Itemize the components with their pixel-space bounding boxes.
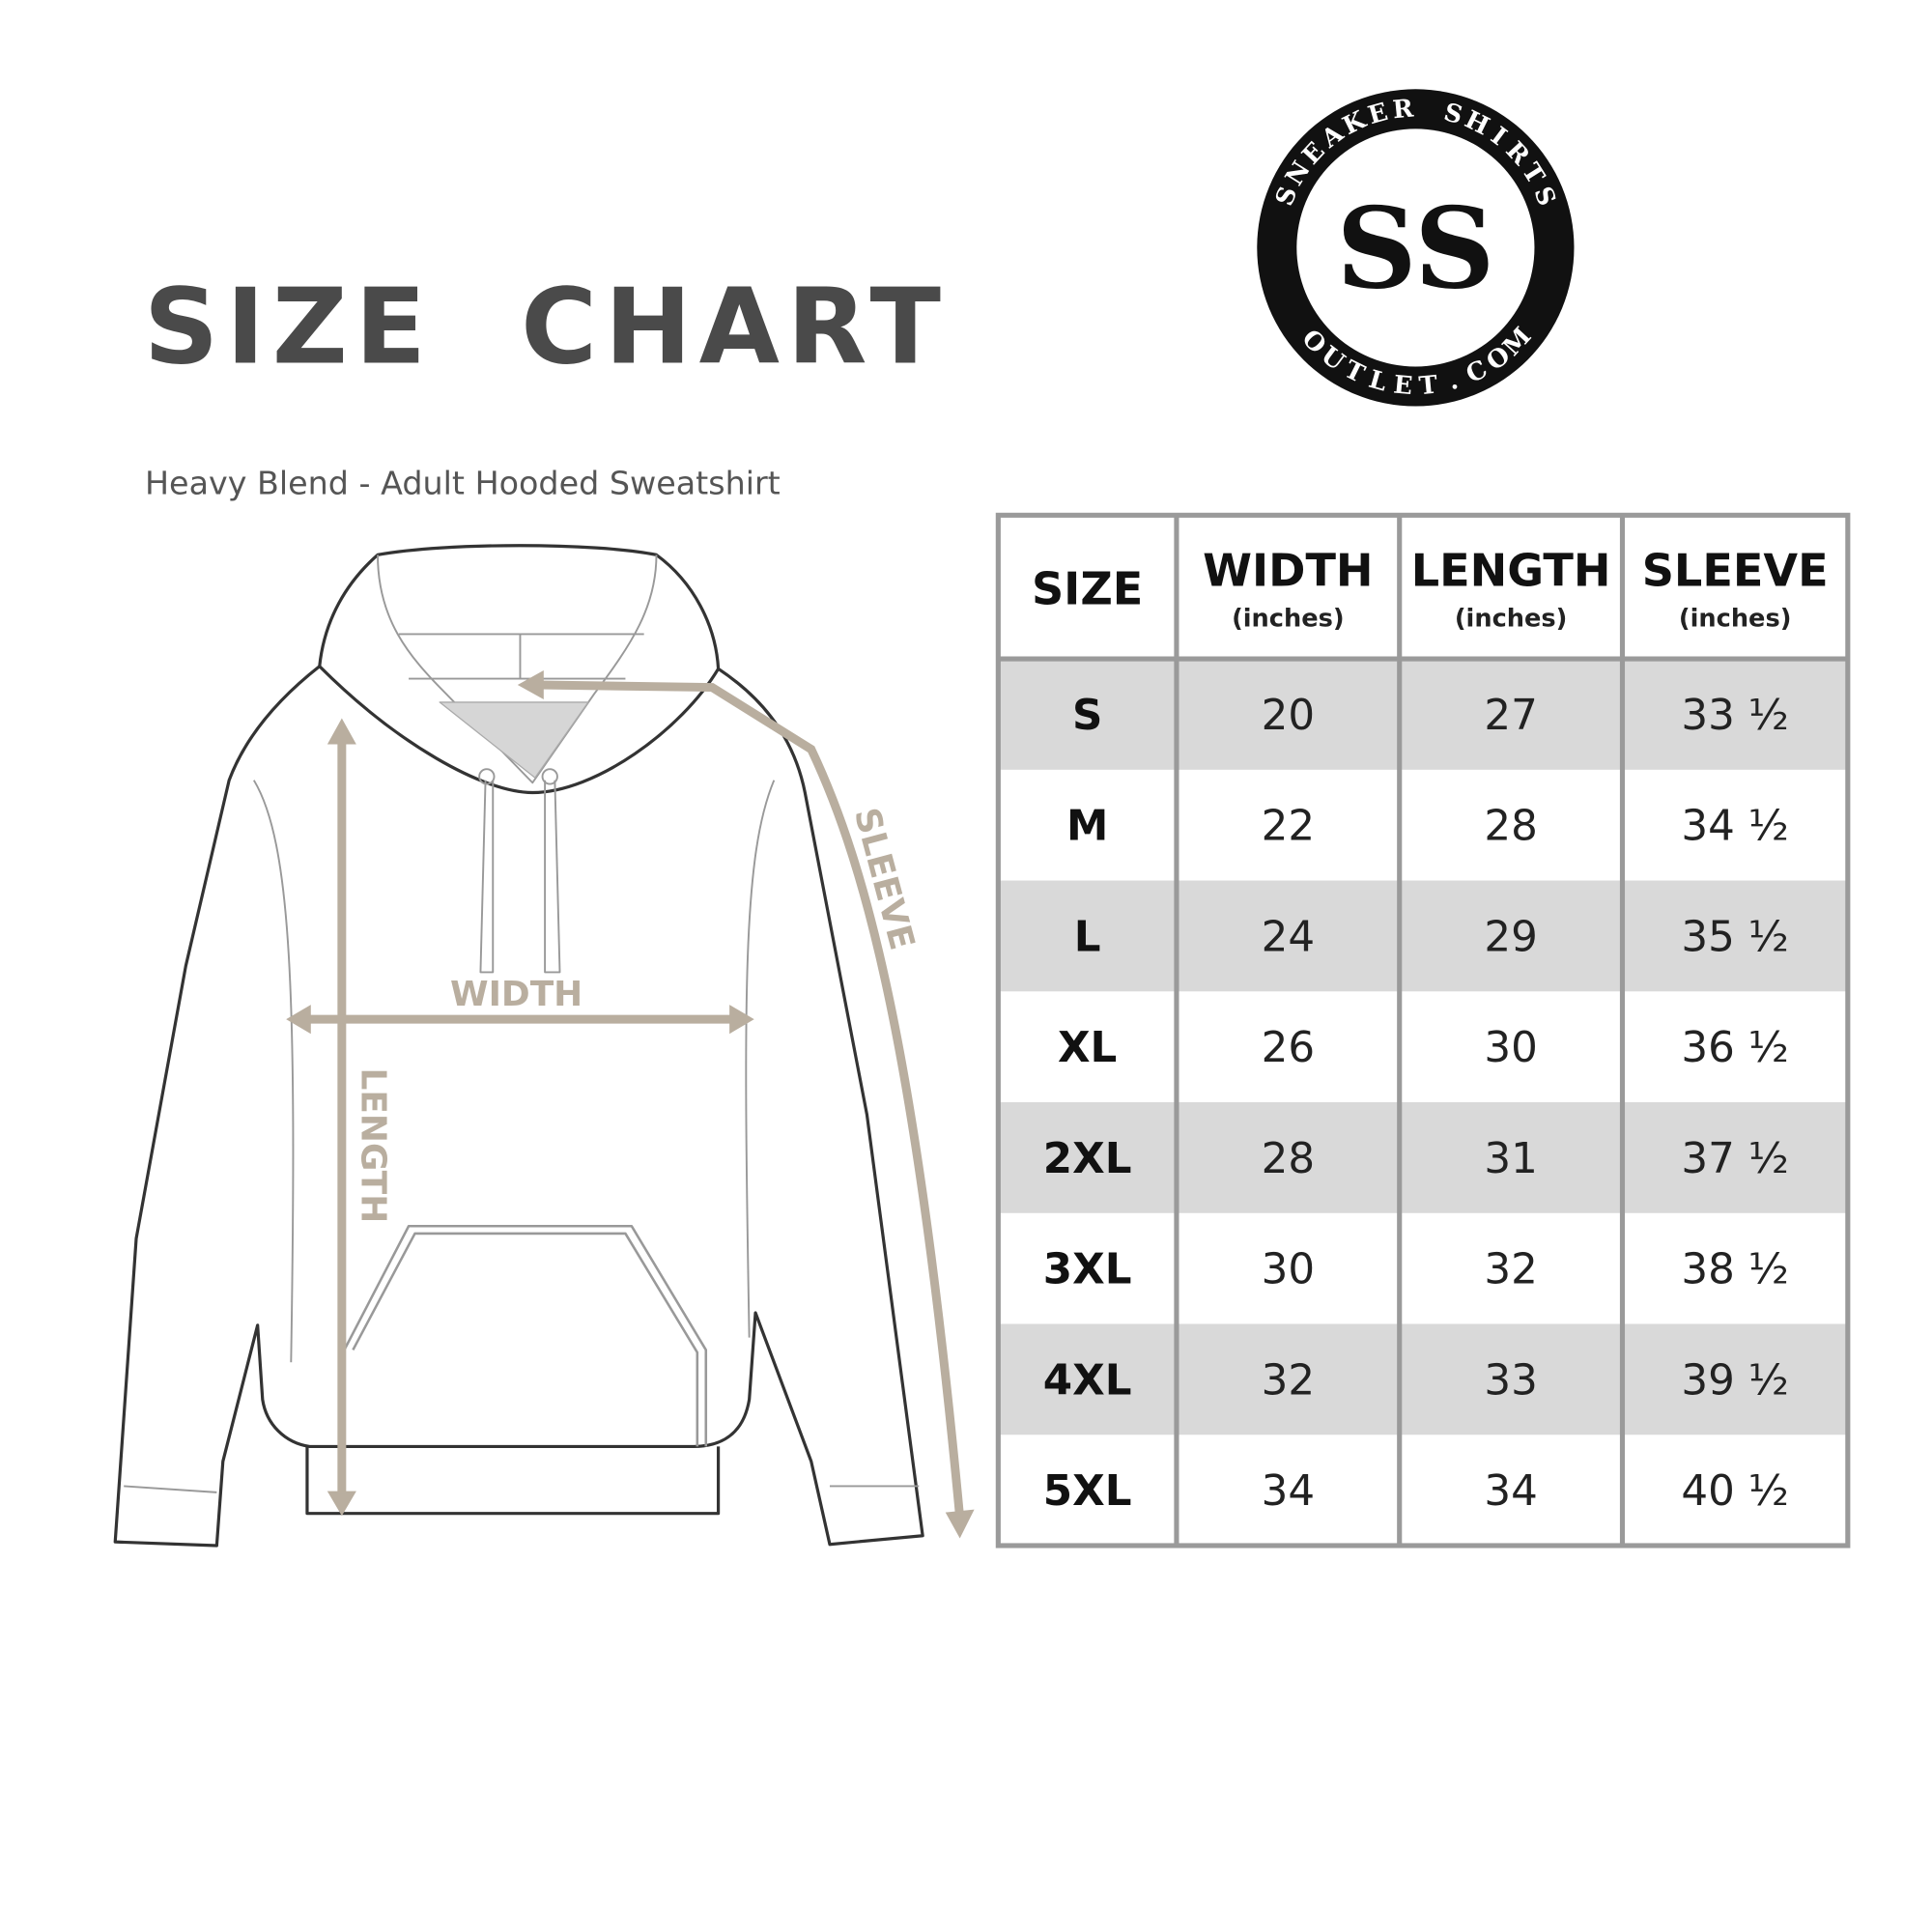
size-cell: M [1066,803,1108,851]
logo-bottom-letter: T [1418,371,1439,402]
column-header: SIZE [1032,563,1143,615]
size-cell: 2XL [1043,1135,1132,1183]
size-table: S 20 27 33 ½ M 22 28 34 ½ L 24 29 35 ½ XL 26 30 36 ½ 2XL… [995,512,1851,1548]
column-unit: (inches) [1455,605,1568,634]
hoodie-diagram [113,544,924,1548]
length-label: LENGTH [353,1068,392,1224]
column-unit: (inches) [1232,605,1345,634]
value-cell: 39 ½ [1681,1356,1789,1405]
value-cell: 30 [1484,1024,1537,1072]
value-cell: 34 [1484,1467,1537,1516]
value-cell: 34 ½ [1681,803,1789,851]
logo-top-letter: R [1391,94,1415,125]
table-row-stripe [998,1102,1848,1213]
column-header: WIDTH [1203,544,1373,596]
size-cell: 4XL [1043,1356,1132,1405]
value-cell: 32 [1484,1246,1537,1294]
table-row-stripe [998,880,1848,992]
logo-monogram: SS [1336,184,1494,314]
table-row-stripe [998,659,1848,770]
value-cell: 37 ½ [1681,1135,1789,1183]
value-cell: 27 [1484,692,1537,740]
value-cell: 33 [1484,1356,1537,1405]
column-header: LENGTH [1411,544,1611,596]
size-cell: XL [1058,1024,1117,1072]
value-cell: 31 [1484,1135,1537,1183]
column-unit: (inches) [1679,605,1792,634]
measurement-arrows [286,669,975,1539]
value-cell: 20 [1262,692,1315,740]
value-cell: 36 ½ [1681,1024,1789,1072]
value-cell: 24 [1262,913,1315,961]
size-cell: 3XL [1043,1246,1132,1294]
subtitle: Heavy Blend - Adult Hooded Sweatshirt [145,465,781,502]
table-border [995,512,1851,1548]
value-cell: 35 ½ [1681,913,1789,961]
value-cell: 26 [1262,1024,1315,1072]
value-cell: 38 ½ [1681,1246,1789,1294]
logo-inner [1296,128,1535,367]
value-cell: 22 [1262,803,1315,851]
value-cell: 28 [1262,1135,1315,1183]
size-cell: L [1074,913,1101,961]
size-cell: 5XL [1043,1467,1132,1516]
table-row-stripe [998,1323,1848,1435]
value-cell: 28 [1484,803,1537,851]
value-cell: 32 [1262,1356,1315,1405]
value-cell: 34 [1262,1467,1315,1516]
value-cell: 30 [1262,1246,1315,1294]
hoodie-outline [113,544,924,1548]
page-title: SIZE CHART [144,268,949,388]
value-cell: 40 ½ [1681,1467,1789,1516]
value-cell: 29 [1484,913,1537,961]
logo-bottom-letter: E [1392,371,1413,402]
size-cell: S [1072,692,1102,740]
sleeve-arrow [538,680,965,1518]
width-label: WIDTH [450,975,582,1014]
value-cell: 33 ½ [1681,692,1789,740]
column-header: SLEEVE [1642,544,1829,596]
